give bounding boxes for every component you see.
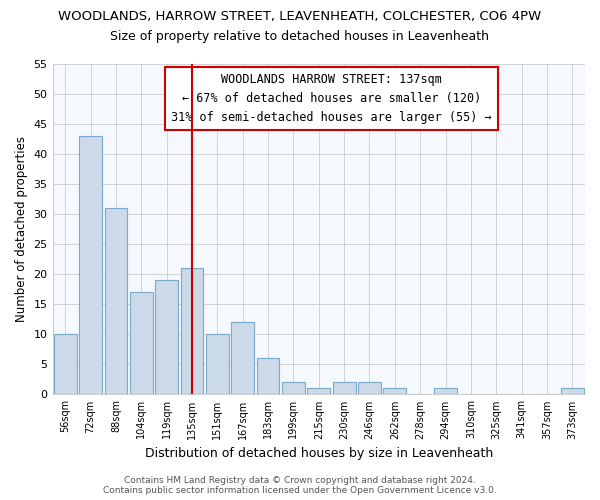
Text: Contains HM Land Registry data © Crown copyright and database right 2024.
Contai: Contains HM Land Registry data © Crown c… xyxy=(103,476,497,495)
X-axis label: Distribution of detached houses by size in Leavenheath: Distribution of detached houses by size … xyxy=(145,447,493,460)
Bar xyxy=(282,382,305,394)
Bar xyxy=(383,388,406,394)
Bar xyxy=(79,136,102,394)
Bar xyxy=(155,280,178,394)
Bar xyxy=(206,334,229,394)
Bar xyxy=(307,388,330,394)
Y-axis label: Number of detached properties: Number of detached properties xyxy=(15,136,28,322)
Bar xyxy=(181,268,203,394)
Bar xyxy=(54,334,77,394)
Text: WOODLANDS HARROW STREET: 137sqm
← 67% of detached houses are smaller (120)
31% o: WOODLANDS HARROW STREET: 137sqm ← 67% of… xyxy=(171,73,492,124)
Bar xyxy=(231,322,254,394)
Bar xyxy=(434,388,457,394)
Bar xyxy=(257,358,280,394)
Bar xyxy=(130,292,152,394)
Text: WOODLANDS, HARROW STREET, LEAVENHEATH, COLCHESTER, CO6 4PW: WOODLANDS, HARROW STREET, LEAVENHEATH, C… xyxy=(58,10,542,23)
Bar xyxy=(104,208,127,394)
Bar xyxy=(561,388,584,394)
Bar xyxy=(333,382,356,394)
Bar xyxy=(358,382,381,394)
Text: Size of property relative to detached houses in Leavenheath: Size of property relative to detached ho… xyxy=(110,30,490,43)
